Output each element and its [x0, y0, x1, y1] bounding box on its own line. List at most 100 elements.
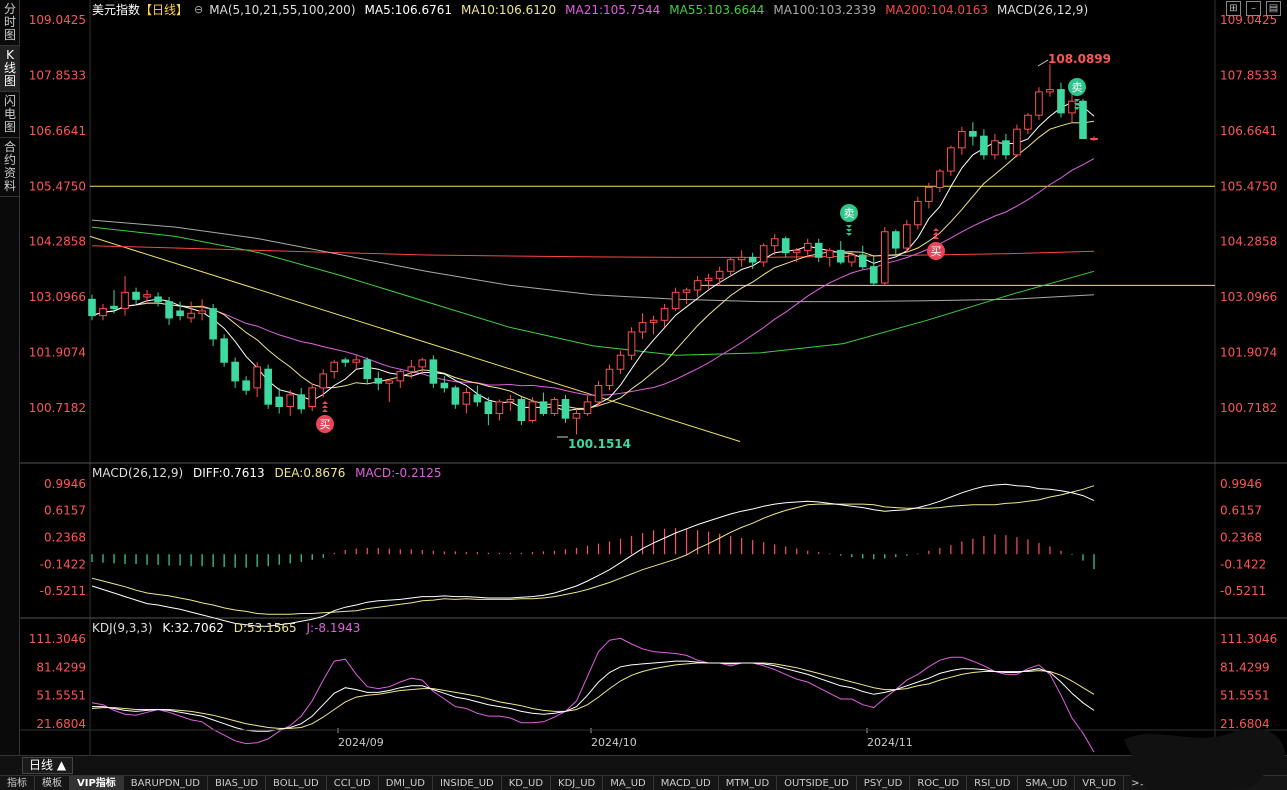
- candle-body: [154, 296, 162, 303]
- candle-body: [836, 249, 845, 263]
- price-axis-label-right: 104.2858: [1220, 235, 1277, 249]
- tab-contract-info[interactable]: 合约资料: [0, 138, 20, 197]
- signal-arrow: [933, 236, 939, 239]
- kdj-axis-label-right: 81.4299: [1220, 660, 1270, 674]
- candle-body: [352, 359, 361, 363]
- candle-body: [914, 200, 922, 226]
- candle-body: [980, 135, 988, 156]
- candle-body: [330, 361, 339, 373]
- candle-body: [770, 238, 779, 247]
- sell-signal-marker: [840, 204, 858, 222]
- candle-body: [1057, 89, 1065, 114]
- tab-timeshare[interactable]: 分时图: [0, 0, 20, 46]
- indicator-tab[interactable]: MACD_UD: [654, 776, 719, 790]
- candle-body: [308, 387, 317, 408]
- indicator-tab[interactable]: PSY_UD: [857, 776, 911, 790]
- ma200-line: [91, 245, 1095, 258]
- macd-axis-label-right: 0.2368: [1220, 530, 1262, 544]
- price-axis-label-left: 101.9074: [29, 346, 86, 360]
- minimize-icon[interactable]: –: [1246, 1, 1261, 16]
- indicator-tab[interactable]: BIAS_UD: [208, 776, 267, 790]
- candle-body: [1024, 114, 1032, 130]
- kdj-title: KDJ(9,3,3): [92, 621, 153, 635]
- candle-body: [726, 259, 735, 272]
- indicator-tab[interactable]: CCI_UD: [327, 776, 379, 790]
- candle-body: [1013, 128, 1021, 156]
- candle-body: [99, 308, 107, 317]
- candle-body: [385, 380, 394, 384]
- candle-body: [1002, 140, 1010, 156]
- indicator-tab[interactable]: KD_UD: [502, 776, 552, 790]
- kdj-d-line: [91, 662, 1095, 729]
- trend-line: [89, 235, 741, 442]
- macd-dea: DEA:0.8676: [274, 466, 346, 480]
- indicator-tab[interactable]: BOLL_UD: [266, 776, 327, 790]
- candle-body: [440, 382, 449, 389]
- candle-body: [605, 368, 614, 387]
- indicator-tab[interactable]: BARUPDN_UD: [124, 776, 208, 790]
- indicator-tab[interactable]: INSIDE_UD: [433, 776, 502, 790]
- macd-value: MACD:-0.2125: [355, 466, 442, 480]
- price-axis-label-right: 109.0425: [1220, 13, 1277, 27]
- candle-body: [242, 380, 250, 391]
- main-header: 美元指数 【日线】 ⊖ MA(5,10,21,55,100,200) MA5:10…: [92, 2, 1097, 18]
- candle-body: [671, 291, 680, 310]
- candle-body: [891, 231, 900, 249]
- macd-header: MACD(26,12,9) DIFF:0.7613 DEA:0.8676 MAC…: [92, 465, 448, 481]
- low-price-label: 100.1514: [568, 437, 631, 451]
- candle-body: [88, 298, 96, 317]
- candle-body: [1046, 89, 1054, 93]
- tab-flash[interactable]: 闪电图: [0, 92, 20, 138]
- candle-body: [903, 224, 911, 249]
- indicator-tab[interactable]: 模板: [35, 776, 70, 790]
- indicator-tab[interactable]: MA_UD: [603, 776, 654, 790]
- kdj-axis-label-left: 81.4299: [36, 660, 86, 674]
- candle-body: [143, 294, 151, 298]
- candle-body: [550, 399, 559, 415]
- indicator-tab[interactable]: ROC_UD: [910, 776, 968, 790]
- indicator-tab[interactable]: SMA_UD: [1018, 776, 1076, 790]
- time-axis-label: 2024/09: [338, 736, 384, 749]
- ma100-line: [91, 219, 1095, 303]
- candle-body: [1090, 138, 1098, 141]
- candle-body: [594, 385, 603, 403]
- indicator-tab[interactable]: KDJ_UD: [551, 776, 604, 790]
- window-toolbar: ⊞ – ▤: [1226, 1, 1281, 16]
- settings-icon[interactable]: ⊖: [194, 3, 204, 16]
- candle-body: [693, 280, 702, 291]
- candle-body: [704, 277, 713, 282]
- candle-body: [121, 291, 129, 310]
- candle-body: [748, 256, 757, 263]
- period-selector[interactable]: 日线 ▲: [22, 757, 74, 774]
- indicator-tab[interactable]: VIP指标: [70, 776, 124, 790]
- kdj-j: J:-8.1943: [306, 621, 361, 635]
- candle-body: [528, 401, 537, 422]
- chart-canvas[interactable]: 109.0425 109.0425 107.8533 107.8533 106.6641…: [20, 0, 1287, 755]
- macd-axis-label-left: -0.1422: [40, 557, 86, 571]
- indicator-tab[interactable]: DMI_UD: [379, 776, 433, 790]
- indicator-tab[interactable]: VR_UD: [1075, 776, 1125, 790]
- candle-body: [991, 140, 999, 156]
- signal-text: 买: [320, 418, 331, 431]
- kdj-axis-label-right: 51.5551: [1220, 689, 1270, 703]
- signal-arrow: [1074, 99, 1080, 102]
- candle-body: [969, 131, 977, 137]
- macd-axis-label-right: -0.1422: [1220, 557, 1266, 571]
- candle-body: [759, 245, 768, 263]
- ma-legend-item: MA55:103.6644: [669, 3, 765, 17]
- chart-area[interactable]: 109.0425 109.0425 107.8533 107.8533 106.6641…: [20, 0, 1287, 755]
- candle-body: [947, 147, 955, 172]
- indicator-tab[interactable]: RSI_UD: [967, 776, 1019, 790]
- indicator-tab[interactable]: 指标: [0, 776, 35, 790]
- price-axis-label-right: 101.9074: [1220, 346, 1277, 360]
- indicator-tab[interactable]: OUTSIDE_UD: [777, 776, 857, 790]
- candle-body: [781, 238, 790, 254]
- layout-icon[interactable]: ▤: [1266, 1, 1281, 16]
- price-axis-label-right: 106.6641: [1220, 124, 1277, 138]
- grid-icon[interactable]: ⊞: [1226, 1, 1241, 16]
- candle-body: [110, 305, 118, 310]
- indicator-tab[interactable]: MTM_UD: [719, 776, 778, 790]
- signal-arrow: [933, 228, 939, 231]
- macd-axis-label-right: -0.5211: [1220, 584, 1266, 598]
